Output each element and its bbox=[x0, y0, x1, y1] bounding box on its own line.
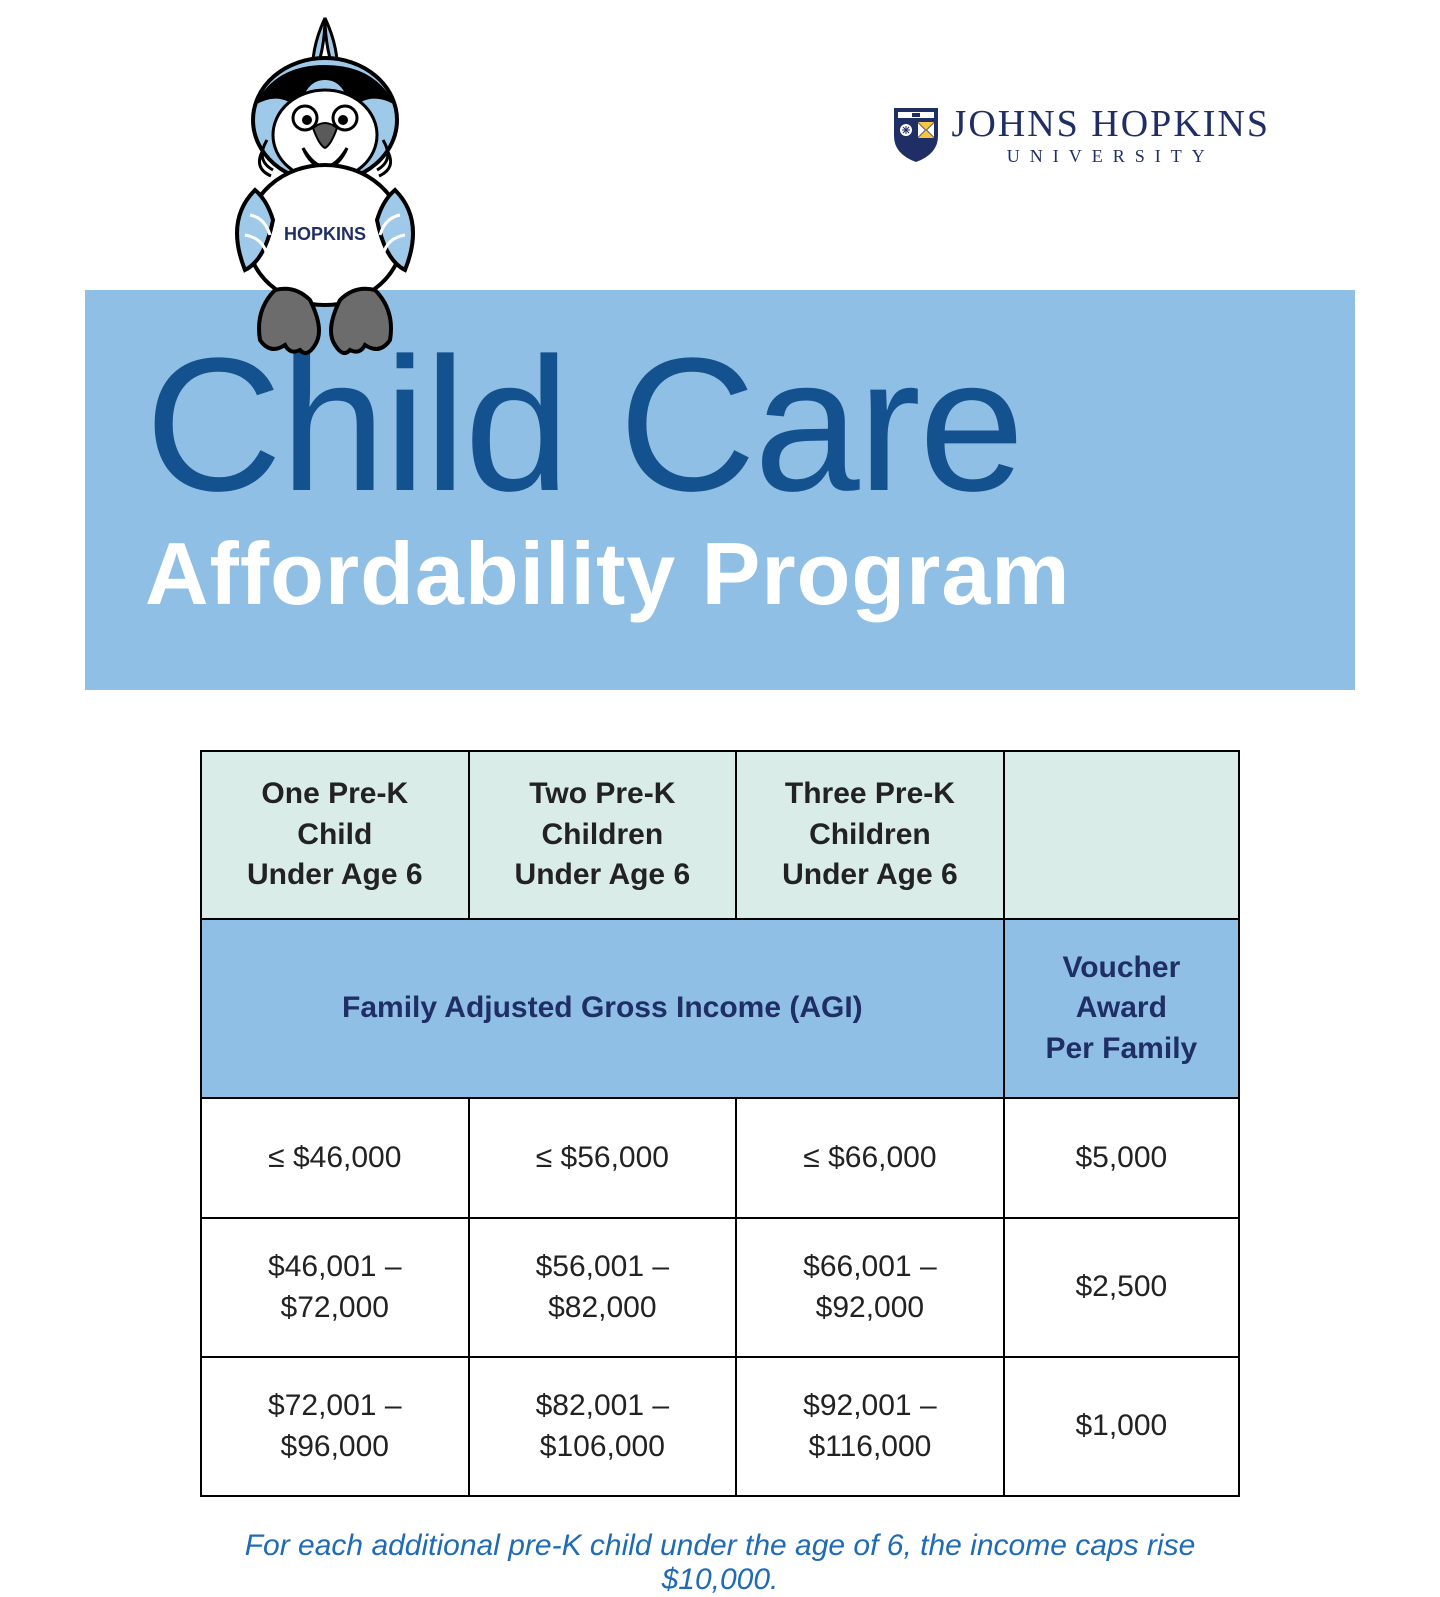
logo-main-text: JOHNS HOPKINS bbox=[952, 105, 1270, 143]
eligibility-table: One Pre-KChildUnder Age 6 Two Pre-KChild… bbox=[200, 750, 1240, 1497]
bluejay-mascot-icon: HOPKINS bbox=[195, 10, 455, 360]
col-header-3: Three Pre-KChildrenUnder Age 6 bbox=[736, 751, 1004, 919]
table-row: $46,001 –$72,000 $56,001 –$82,000 $66,00… bbox=[201, 1218, 1239, 1357]
col-header-blank bbox=[1004, 751, 1239, 919]
agi-header: Family Adjusted Gross Income (AGI) bbox=[201, 919, 1004, 1099]
shield-icon bbox=[892, 106, 940, 164]
col-header-1: One Pre-KChildUnder Age 6 bbox=[201, 751, 469, 919]
title-line2: Affordability Program bbox=[145, 530, 1295, 618]
cell: $1,000 bbox=[1004, 1357, 1239, 1496]
table-subheader-row: Family Adjusted Gross Income (AGI) Vouch… bbox=[201, 919, 1239, 1099]
cell: ≤ $46,000 bbox=[201, 1098, 469, 1218]
footnote: For each additional pre-K child under th… bbox=[200, 1529, 1240, 1597]
cell: ≤ $56,000 bbox=[469, 1098, 737, 1218]
voucher-header: VoucherAwardPer Family bbox=[1004, 919, 1239, 1099]
cell: ≤ $66,000 bbox=[736, 1098, 1004, 1218]
cell: $5,000 bbox=[1004, 1098, 1239, 1218]
cell: $82,001 –$106,000 bbox=[469, 1357, 737, 1496]
logo-sub-text: UNIVERSITY bbox=[952, 147, 1270, 165]
mascot-label: HOPKINS bbox=[284, 224, 366, 244]
cell: $56,001 –$82,000 bbox=[469, 1218, 737, 1357]
logo-text: JOHNS HOPKINS UNIVERSITY bbox=[952, 105, 1270, 165]
university-logo: JOHNS HOPKINS UNIVERSITY bbox=[892, 105, 1270, 165]
cell: $46,001 –$72,000 bbox=[201, 1218, 469, 1357]
table-row: ≤ $46,000 ≤ $56,000 ≤ $66,000 $5,000 bbox=[201, 1098, 1239, 1218]
table-row: $72,001 –$96,000 $82,001 –$106,000 $92,0… bbox=[201, 1357, 1239, 1496]
cell: $92,001 –$116,000 bbox=[736, 1357, 1004, 1496]
table-header-row: One Pre-KChildUnder Age 6 Two Pre-KChild… bbox=[201, 751, 1239, 919]
cell: $72,001 –$96,000 bbox=[201, 1357, 469, 1496]
cell: $66,001 –$92,000 bbox=[736, 1218, 1004, 1357]
col-header-2: Two Pre-KChildrenUnder Age 6 bbox=[469, 751, 737, 919]
cell: $2,500 bbox=[1004, 1218, 1239, 1357]
eligibility-table-wrap: One Pre-KChildUnder Age 6 Two Pre-KChild… bbox=[200, 750, 1240, 1597]
